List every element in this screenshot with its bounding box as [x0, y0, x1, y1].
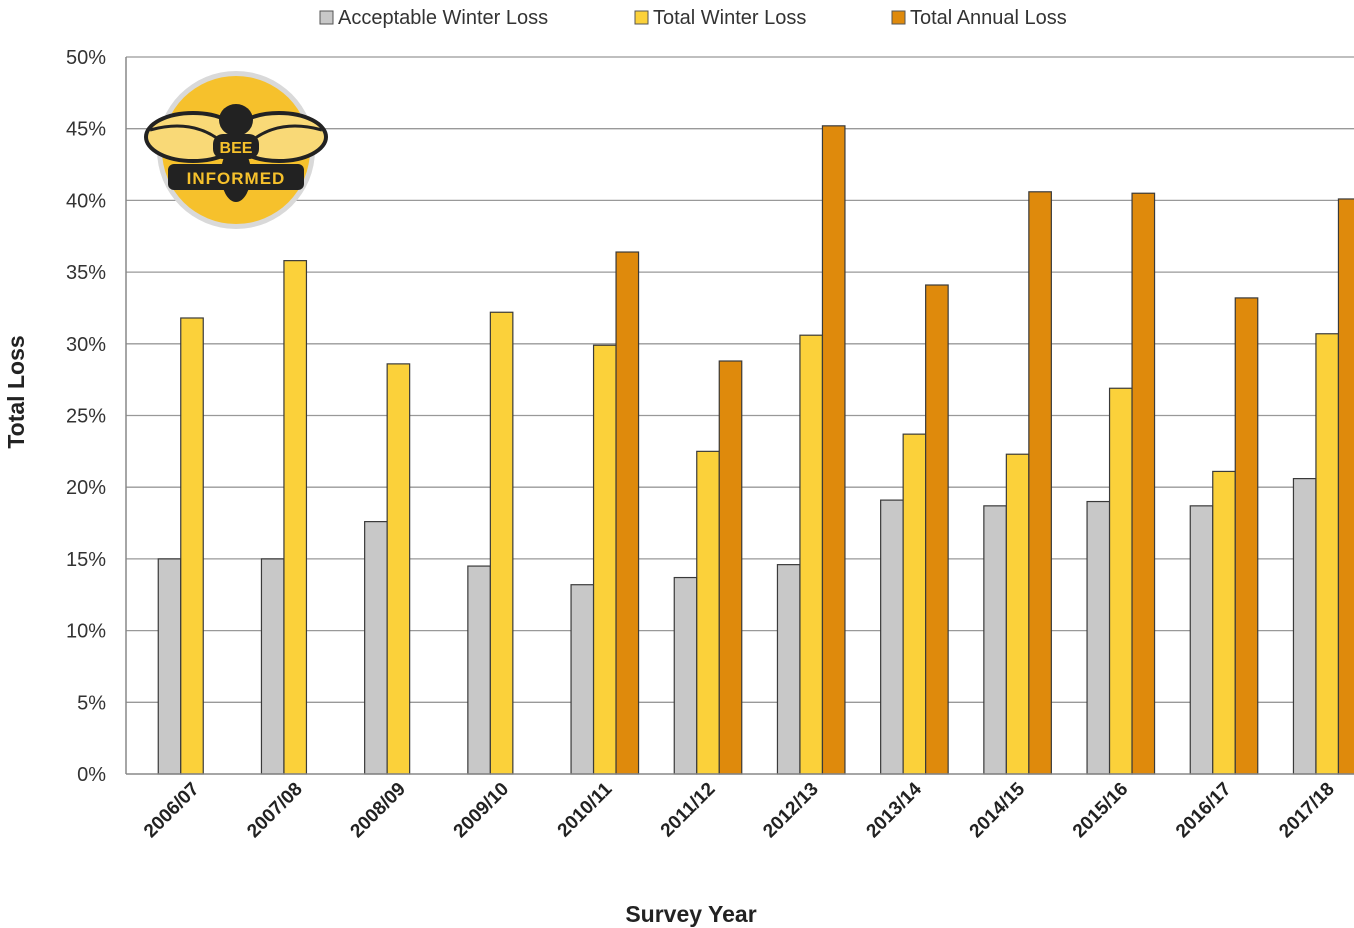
bars: [157, 125, 1354, 775]
bar-total-winter-loss: [283, 260, 308, 775]
y-tick-label: 5%: [77, 692, 106, 714]
legend-label-total-winter-loss: Total Winter Loss: [653, 7, 806, 29]
bar-acceptable-winter-loss: [1189, 505, 1214, 775]
bar-total-winter-loss: [1212, 470, 1236, 775]
bar-acceptable-winter-loss: [880, 499, 904, 775]
x-tick-label: 2017/18: [1275, 779, 1338, 842]
bar-acceptable-winter-loss: [673, 576, 698, 775]
legend-swatch-acceptable-winter-loss: [319, 10, 334, 25]
bar-total-annual-loss: [1131, 192, 1156, 775]
y-tick-label: 45%: [66, 119, 106, 141]
bar-acceptable-winter-loss: [1292, 477, 1317, 775]
legend-label-total-annual-loss: Total Annual Loss: [910, 7, 1067, 29]
legend-swatch-total-winter-loss: [634, 10, 649, 25]
x-tick-label: 2013/14: [863, 778, 927, 842]
y-axis-ticks: 0% 5% 10% 15% 20% 25% 30% 35% 40% 45% 50%: [66, 47, 106, 786]
bar-total-annual-loss: [1337, 198, 1354, 775]
bar-acceptable-winter-loss: [570, 584, 595, 775]
x-tick-label: 2006/07: [140, 779, 203, 842]
bar-acceptable-winter-loss: [260, 558, 285, 775]
x-tick-label: 2011/12: [657, 779, 720, 842]
y-tick-label: 30%: [66, 334, 106, 356]
legend-label-acceptable-winter-loss: Acceptable Winter Loss: [338, 7, 548, 29]
x-tick-label: 2010/11: [554, 778, 617, 841]
y-tick-label: 25%: [66, 406, 106, 428]
bar-total-annual-loss: [821, 125, 846, 775]
bar-total-annual-loss: [1028, 191, 1052, 775]
y-tick-label: 35%: [66, 262, 106, 284]
y-axis-title: Total Loss: [3, 335, 29, 448]
y-tick-label: 15%: [66, 549, 106, 571]
bar-acceptable-winter-loss: [1086, 500, 1111, 775]
logo-text-informed: INFORMED: [187, 169, 286, 188]
y-tick-label: 40%: [66, 190, 106, 212]
bar-acceptable-winter-loss: [467, 565, 491, 775]
y-tick-label: 10%: [66, 621, 106, 643]
legend-swatch-total-annual-loss: [891, 10, 906, 25]
legend: Acceptable Winter Loss Total Winter Loss…: [319, 7, 1067, 29]
bar-total-winter-loss: [180, 317, 204, 775]
y-tick-label: 50%: [66, 47, 106, 69]
x-tick-label: 2009/10: [450, 779, 513, 842]
y-tick-label: 0%: [77, 764, 106, 786]
legend-item-total-winter-loss: Total Winter Loss: [634, 7, 806, 29]
bar-total-winter-loss: [696, 450, 720, 775]
bar-total-winter-loss: [799, 334, 824, 775]
x-axis-ticks: 2006/07 2007/08 2008/09 2009/10 2010/11 2011/…: [140, 778, 1339, 842]
bar-total-annual-loss: [615, 251, 640, 775]
logo-text-bee: BEE: [220, 140, 253, 157]
x-axis-title: Survey Year: [625, 901, 756, 927]
x-tick-label: 2014/15: [966, 778, 1030, 842]
bar-total-winter-loss: [1315, 333, 1340, 775]
bar-total-winter-loss: [489, 311, 514, 775]
x-tick-label: 2016/17: [1172, 779, 1235, 842]
x-tick-label: 2015/16: [1069, 779, 1132, 842]
bar-total-winter-loss: [386, 363, 411, 775]
legend-item-total-annual-loss: Total Annual Loss: [891, 7, 1067, 29]
x-tick-label: 2007/08: [243, 779, 306, 842]
bee-informed-logo: BEE INFORMED: [144, 71, 328, 229]
bar-acceptable-winter-loss: [364, 521, 388, 775]
legend-item-acceptable-winter-loss: Acceptable Winter Loss: [319, 7, 548, 29]
bar-total-winter-loss: [902, 433, 927, 775]
bar-acceptable-winter-loss: [983, 505, 1007, 775]
bar-total-winter-loss: [1005, 453, 1030, 775]
y-tick-label: 20%: [66, 477, 106, 499]
bar-total-winter-loss: [1108, 387, 1133, 775]
x-tick-label: 2008/09: [347, 779, 410, 842]
bar-total-annual-loss: [718, 360, 743, 775]
bar-total-winter-loss: [592, 344, 617, 775]
bar-acceptable-winter-loss: [157, 558, 182, 775]
bar-total-annual-loss: [925, 284, 949, 775]
bar-acceptable-winter-loss: [776, 564, 801, 775]
x-tick-label: 2012/13: [759, 779, 822, 842]
bar-total-annual-loss: [1234, 297, 1259, 775]
